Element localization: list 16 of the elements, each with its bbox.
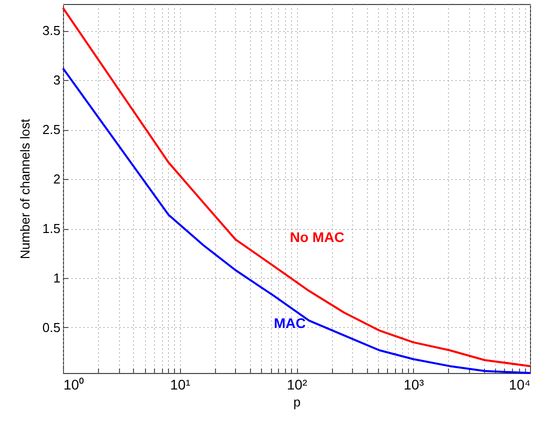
y-tick-label: 3	[53, 72, 60, 88]
y-tick-label: 1.5	[42, 221, 60, 236]
x-axis-title: p	[293, 394, 301, 410]
x-tick-label: 10³	[404, 376, 424, 392]
x-tick-label: 10²	[286, 376, 308, 392]
series-label: No MAC	[290, 229, 344, 246]
y-tick-label: 0.5	[42, 320, 60, 335]
x-tick-label: 10⁴	[508, 376, 530, 392]
y-tick-label: 2.5	[42, 122, 60, 138]
series-label: MAC	[274, 314, 306, 331]
y-tick-label: 2	[53, 172, 60, 187]
y-axis-title: Number of channels lost	[17, 118, 32, 260]
y-tick-label: 3.5	[42, 23, 60, 38]
x-tick-label: 10¹	[170, 376, 191, 392]
x-tick-label: 10⁰	[64, 376, 84, 392]
y-tick-label: 1	[53, 270, 60, 286]
